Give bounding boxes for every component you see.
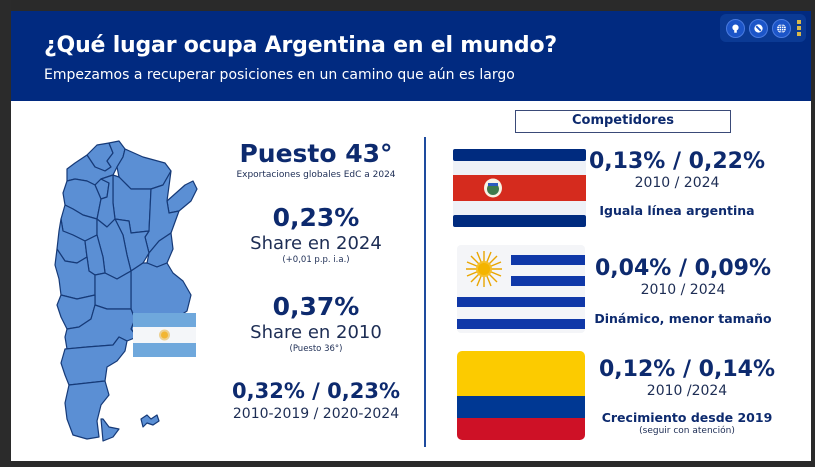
floating-toolbar bbox=[720, 14, 806, 42]
costa-rica-flag bbox=[453, 149, 586, 227]
colombia-stats: 0,12% / 0,14% 2010 /2024 Crecimiento des… bbox=[587, 357, 787, 437]
map-province-tierra-del-fuego bbox=[100, 418, 120, 442]
periods-label: 2010-2019 / 2020-2024 bbox=[232, 406, 400, 422]
slide: ¿Qué lugar ocupa Argentina en el mundo? … bbox=[11, 11, 811, 461]
background-window-edge bbox=[0, 0, 11, 467]
argentina-rank-caption: Exportaciones globales EdC a 2024 bbox=[236, 170, 396, 180]
sun-of-may-icon bbox=[466, 251, 502, 287]
more-icon[interactable] bbox=[797, 20, 801, 36]
uruguay-stats: 0,04% / 0,09% 2010 / 2024 Dinámico, meno… bbox=[583, 256, 783, 327]
share-2024-block: 0,23% Share en 2024 (+0,01 p.p. i.a.) bbox=[211, 203, 421, 266]
colombia-flag bbox=[457, 351, 585, 440]
colombia-years: 2010 /2024 bbox=[646, 383, 728, 399]
share-2010-value: 0,37% bbox=[272, 292, 360, 321]
slide-title: ¿Qué lugar ocupa Argentina en el mundo? bbox=[44, 33, 557, 58]
pen-icon[interactable] bbox=[749, 18, 768, 38]
slide-header: ¿Qué lugar ocupa Argentina en el mundo? … bbox=[11, 11, 811, 101]
uruguay-years: 2010 / 2024 bbox=[640, 282, 726, 298]
map-province-la-pampa bbox=[94, 270, 132, 310]
colombia-comment: Crecimiento desde 2019 bbox=[601, 410, 773, 425]
uruguay-value: 0,04% / 0,09% bbox=[595, 256, 771, 281]
costa-rica-value: 0,13% / 0,22% bbox=[589, 149, 765, 174]
share-2010-note: (Puesto 36°) bbox=[289, 344, 343, 354]
share-2024-note: (+0,01 p.p. i.a.) bbox=[282, 255, 350, 265]
share-2010-block: 0,37% Share en 2010 (Puesto 36°) bbox=[211, 292, 421, 355]
slide-subtitle: Empezamos a recuperar posiciones en un c… bbox=[44, 67, 515, 83]
periods-block: 0,32% / 0,23% 2010-2019 / 2020-2024 bbox=[207, 377, 425, 423]
periods-value: 0,32% / 0,23% bbox=[232, 379, 400, 403]
costa-rica-comment: Iguala línea argentina bbox=[599, 203, 755, 218]
map-province-chubut bbox=[60, 336, 128, 386]
argentina-rank-block: Puesto 43° Exportaciones globales EdC a … bbox=[211, 139, 421, 181]
uruguay-flag bbox=[457, 245, 585, 333]
colombia-value: 0,12% / 0,14% bbox=[599, 357, 775, 382]
map-province-misiones bbox=[166, 180, 198, 214]
lightbulb-icon[interactable] bbox=[726, 18, 745, 38]
uruguay-comment: Dinámico, menor tamaño bbox=[594, 311, 772, 326]
share-2024-label: Share en 2024 bbox=[250, 233, 382, 254]
map-province-santa-cruz bbox=[64, 380, 110, 440]
share-2024-value: 0,23% bbox=[272, 203, 360, 232]
globe-icon[interactable] bbox=[772, 18, 791, 38]
argentina-rank: Puesto 43° bbox=[239, 139, 393, 168]
argentina-flag bbox=[133, 313, 196, 357]
costa-rica-stats: 0,13% / 0,22% 2010 / 2024 Iguala línea a… bbox=[567, 149, 787, 219]
costa-rica-years: 2010 / 2024 bbox=[634, 175, 720, 191]
share-2010-label: Share en 2010 bbox=[250, 322, 382, 343]
colombia-note: (seguir con atención) bbox=[639, 426, 735, 436]
map-islas-malvinas bbox=[140, 414, 160, 428]
section-divider bbox=[424, 137, 426, 447]
argentina-map bbox=[54, 140, 198, 442]
competitors-heading: Competidores bbox=[515, 110, 731, 133]
